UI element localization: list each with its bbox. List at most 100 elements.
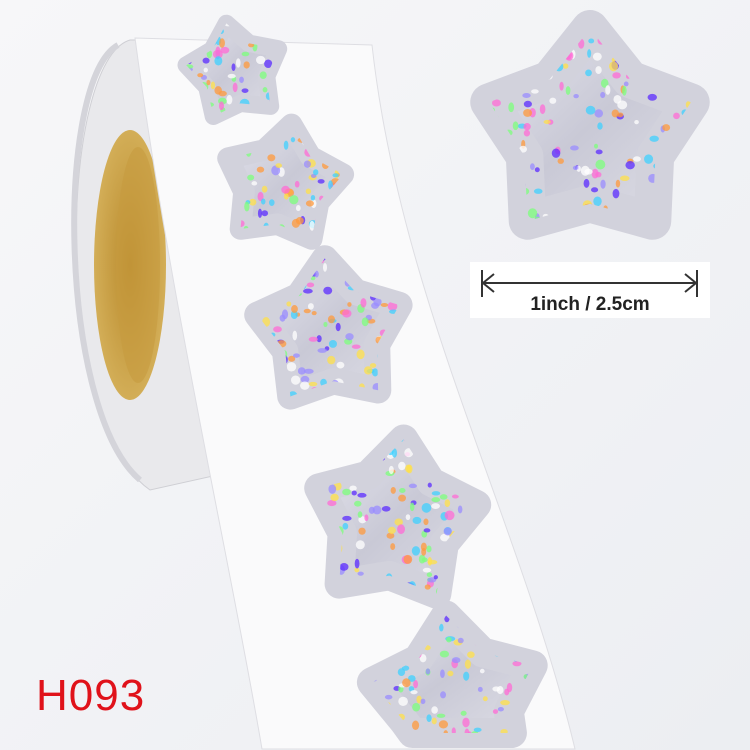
glitter-dot [623,81,629,87]
glitter-dot [232,82,238,93]
glitter-dot [570,145,579,151]
glitter-dot [431,497,441,503]
glitter-dot [534,167,540,173]
glitter-dot [309,220,315,231]
glitter-dot [539,104,546,115]
glitter-dot [444,510,455,521]
glitter-dot [500,699,510,706]
glitter-dot [355,540,365,550]
glitter-dot [593,143,599,149]
glitter-dot [440,691,447,699]
glitter-dot [262,87,268,93]
product-code-label: H093 [36,671,146,720]
glitter-dot [427,557,433,566]
glitter-dot [364,366,373,375]
glitter-dot [292,330,298,341]
glitter-dot [482,696,488,702]
glitter-dot [649,135,659,142]
glitter-dot [440,669,445,679]
glitter-dot [328,484,337,494]
glitter-dot [297,367,306,375]
glitter-dot [259,71,267,79]
glitter-dot [587,49,592,58]
glitter-dot [421,502,432,513]
glitter-dot [622,85,627,96]
glitter-dot [464,728,470,733]
glitter-dot [279,314,286,322]
glitter-dot [398,461,406,471]
glitter-dot [351,490,357,496]
glitter-dot [397,524,405,535]
glitter-dot [479,668,485,674]
glitter-dot [316,335,322,343]
glitter-dot [609,61,619,72]
glitter-dot [317,179,325,184]
glitter-dot [431,706,438,714]
glitter-dot [443,527,452,536]
glitter-dot [600,78,609,88]
glitter-dot [357,571,364,576]
glitter-dot [293,353,300,358]
glitter-dot [413,679,419,689]
glitter-dot [411,546,421,556]
glitter-dot [492,709,499,714]
glitter-dot [231,63,236,72]
glitter-dot [625,160,635,170]
glitter-dot [206,79,211,86]
glitter-dot [597,122,603,130]
glitter-dot [592,52,602,61]
glitter-dot [288,391,298,397]
glitter-dot [300,375,310,383]
glitter-dot [313,169,319,176]
glitter-dot [419,654,427,663]
glitter-dot [289,195,299,205]
glitter-dot [283,193,289,200]
glitter-dot [523,122,531,131]
glitter-dot [273,326,282,333]
star-sticker-icon [244,245,413,410]
glitter-dot [619,175,630,182]
glitter-dot [412,516,422,525]
glitter-dot [407,675,416,682]
glitter-dot [345,333,354,341]
glitter-dot [361,317,369,327]
glitter-dot [412,702,421,712]
glitter-dot [573,94,579,99]
glitter-dot [290,137,296,143]
glitter-dot [512,121,519,131]
glitter-dot [436,713,446,718]
glitter-dot [387,301,398,311]
glitter-dot [218,101,224,111]
glitter-dot [294,180,300,188]
glitter-dot [523,129,531,137]
glitter-dot [317,348,328,353]
glitter-dot [227,73,236,79]
glitter-dot [595,149,603,155]
glitter-dot [311,310,317,316]
glitter-dot [286,362,297,372]
glitter-dot [210,81,216,90]
glitter-dot [491,99,501,107]
glitter-dot [588,38,595,44]
glitter-dot [398,696,408,706]
glitter-dot [261,210,269,217]
glitter-dot [433,575,438,580]
glitter-dot [497,706,504,712]
glitter-dot [439,494,448,500]
glitter-dot [662,124,671,131]
glitter-dot [330,493,339,502]
glitter-dot [427,482,432,488]
glitter-dot [257,208,263,218]
glitter-dot [403,554,413,564]
glitter-dot [332,173,339,178]
glitter-dot [300,381,310,390]
glitter-dot [467,651,475,658]
glitter-dot [356,349,365,360]
glitter-dot [306,282,315,288]
glitter-dot [327,315,335,324]
glitter-dot [303,288,313,294]
glitter-dot [408,686,415,692]
glitter-dot [451,657,461,664]
glitter-dot [398,494,406,502]
glitter-dot [336,361,345,369]
